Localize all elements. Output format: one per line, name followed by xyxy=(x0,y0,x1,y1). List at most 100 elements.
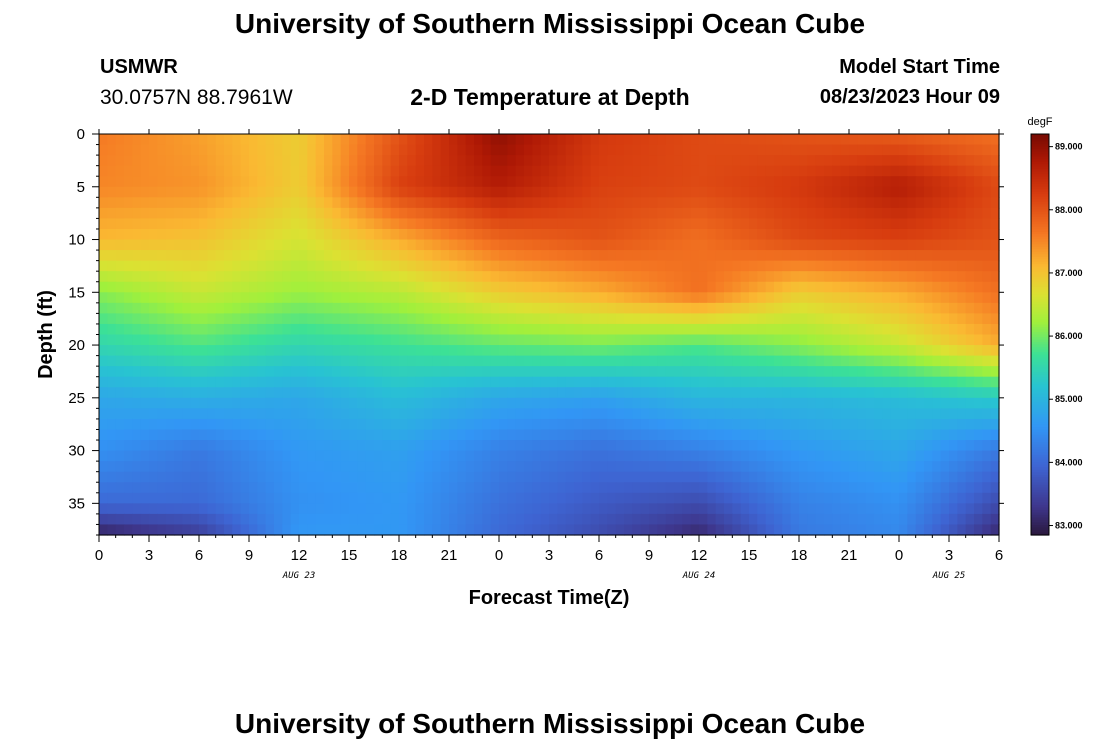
heat-cell xyxy=(665,250,675,262)
heat-cell xyxy=(382,313,392,325)
heat-cell xyxy=(490,345,500,357)
heat-cell xyxy=(424,313,433,325)
heat-cell xyxy=(307,524,317,536)
heat-cell xyxy=(540,450,550,462)
heat-cell xyxy=(415,218,425,230)
heat-cell xyxy=(632,302,642,314)
heat-cell xyxy=(199,376,208,388)
heat-cell xyxy=(574,440,583,452)
heat-cell xyxy=(157,271,167,283)
heat-cell xyxy=(265,207,275,220)
heat-cell xyxy=(499,408,508,420)
heat-cell xyxy=(107,134,117,146)
heat-cell xyxy=(974,461,983,473)
heat-cell xyxy=(549,471,558,483)
heat-cell xyxy=(107,239,117,251)
heat-cell xyxy=(857,408,867,420)
heat-cell xyxy=(249,197,258,209)
heat-cell xyxy=(315,239,325,251)
heat-cell xyxy=(365,186,375,198)
colorbar-swatch xyxy=(1031,347,1049,351)
heat-cell xyxy=(307,397,317,409)
heat-cell xyxy=(990,366,1000,378)
heat-cell xyxy=(199,355,208,367)
heat-cell xyxy=(199,334,208,346)
heat-cell xyxy=(307,418,317,431)
heat-cell xyxy=(490,482,500,494)
heat-cell xyxy=(399,144,408,156)
heat-cell xyxy=(832,471,842,483)
heat-cell xyxy=(790,387,800,399)
heat-cell xyxy=(424,281,433,293)
heat-cell xyxy=(815,482,825,494)
heat-cell xyxy=(149,376,158,388)
heat-cell xyxy=(482,155,492,167)
heat-cell xyxy=(374,418,383,431)
heat-cell xyxy=(790,408,800,420)
heat-cell xyxy=(565,524,575,536)
heat-cell xyxy=(524,334,533,346)
heat-cell xyxy=(457,323,467,336)
heat-cell xyxy=(724,176,733,188)
colorbar-swatch xyxy=(1031,249,1049,253)
heat-cell xyxy=(149,461,158,473)
heat-cell xyxy=(749,482,758,494)
colorbar-swatch xyxy=(1031,251,1049,255)
heat-cell xyxy=(790,218,800,230)
heat-cell xyxy=(790,144,800,156)
heat-cell xyxy=(899,260,908,272)
heat-cell xyxy=(315,482,325,494)
heat-cell xyxy=(915,134,925,146)
heat-cell xyxy=(257,355,267,367)
heat-cell xyxy=(149,387,158,399)
heat-cell xyxy=(832,376,842,388)
heat-cell xyxy=(190,440,200,452)
colorbar-swatch xyxy=(1031,339,1049,343)
heat-cell xyxy=(565,228,575,241)
heat-cell xyxy=(549,281,558,293)
heat-cell xyxy=(799,207,808,220)
heat-cell xyxy=(557,397,567,409)
heat-cell xyxy=(840,418,850,431)
colorbar-swatch xyxy=(1031,181,1049,185)
heat-cell xyxy=(840,461,850,473)
heat-cell xyxy=(732,207,742,220)
heat-cell xyxy=(265,302,275,314)
heat-cell xyxy=(324,323,333,336)
heat-cell xyxy=(874,281,883,293)
heat-cell xyxy=(457,387,467,399)
heat-cell xyxy=(774,281,783,293)
heat-cell xyxy=(940,155,950,167)
heat-cell xyxy=(265,239,275,251)
heat-cell xyxy=(482,292,492,304)
heat-cell xyxy=(157,176,167,188)
y-tick-label: 0 xyxy=(77,126,85,143)
heat-cell xyxy=(174,218,183,230)
heat-cell xyxy=(274,334,283,346)
heat-cell xyxy=(932,524,942,536)
heat-cell xyxy=(874,134,883,146)
heat-cell xyxy=(799,144,808,156)
heat-cell xyxy=(507,492,517,504)
heat-cell xyxy=(615,218,625,230)
heat-cell xyxy=(390,165,400,177)
heat-cell xyxy=(665,197,675,209)
heat-cell xyxy=(549,302,558,314)
heat-cell xyxy=(499,134,508,146)
heat-cell xyxy=(524,323,533,336)
heat-cell xyxy=(115,429,125,441)
heat-cell xyxy=(849,250,858,262)
heat-cell xyxy=(965,302,975,314)
heat-cell xyxy=(407,292,417,304)
heat-cell xyxy=(265,292,275,304)
heat-cell xyxy=(424,482,433,494)
heat-cell xyxy=(574,207,583,220)
heat-cell xyxy=(107,503,117,515)
heat-cell xyxy=(357,355,367,367)
heat-cell xyxy=(515,408,525,420)
heat-cell xyxy=(732,461,742,473)
heat-cell xyxy=(449,450,458,462)
heat-cell xyxy=(474,334,483,346)
heat-cell xyxy=(590,418,600,431)
heat-cell xyxy=(857,450,867,462)
